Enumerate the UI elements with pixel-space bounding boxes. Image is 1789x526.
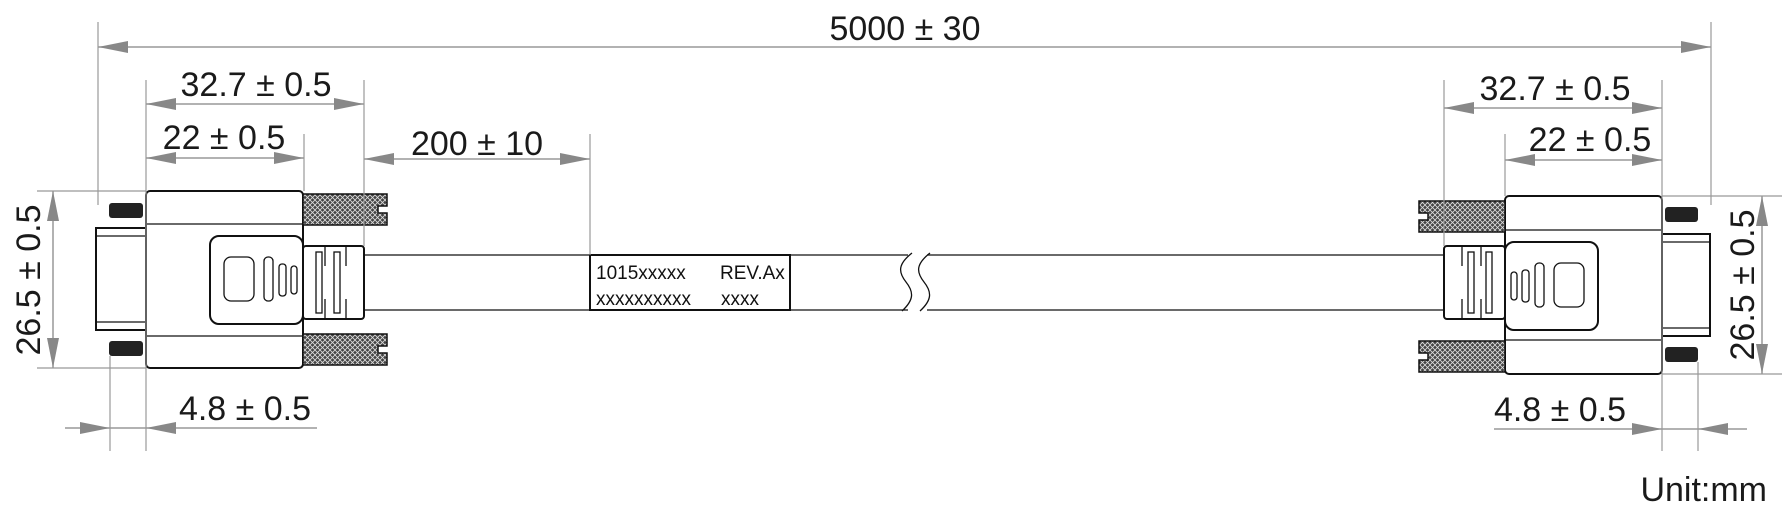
- thumbscrew-icon: [302, 193, 388, 226]
- left-screw-label: 4.8 ± 0.5: [179, 390, 311, 428]
- right-body-label: 22 ± 0.5: [1529, 121, 1652, 159]
- cable-break-icon: [900, 252, 931, 312]
- total-length-label: 5000 ± 30: [829, 10, 980, 48]
- screw-icon: [1665, 207, 1698, 222]
- left-height-label: 26.5 ± 0.5: [10, 205, 48, 356]
- thumbscrew-icon: [302, 333, 388, 366]
- right-screw-label: 4.8 ± 0.5: [1494, 391, 1626, 429]
- total-length-dimension: 5000 ± 30: [97, 10, 1712, 205]
- screw-icon: [1665, 347, 1698, 362]
- part-number: 1015xxxxx: [596, 263, 686, 284]
- left-body-label: 22 ± 0.5: [163, 119, 286, 157]
- code: xxxx: [721, 289, 760, 310]
- left-overall-label: 32.7 ± 0.5: [181, 66, 332, 104]
- label-offset-label: 200 ± 10: [411, 125, 543, 163]
- unit-label: Unit:mm: [1640, 471, 1767, 509]
- cable: [364, 252, 1444, 312]
- left-connector: [95, 190, 388, 369]
- thumbscrew-icon: [1418, 340, 1506, 373]
- cable-label: 1015xxxxx REV.Ax xxxxxxxxxx xxxx: [589, 254, 791, 311]
- right-dimensions: 32.7 ± 0.5 22 ± 0.5 26.5 ± 0.5 4.8 ± 0.5: [1443, 70, 1782, 451]
- left-dimensions: 32.7 ± 0.5 22 ± 0.5 200 ± 10 26.5 ± 0.5 …: [10, 66, 591, 451]
- screw-icon: [109, 203, 143, 218]
- right-height-label: 26.5 ± 0.5: [1724, 210, 1762, 361]
- thumbscrew-icon: [1418, 200, 1506, 233]
- serial-number: xxxxxxxxxx: [596, 289, 692, 310]
- screw-icon: [109, 341, 143, 356]
- right-connector: [1418, 195, 1711, 375]
- right-overall-label: 32.7 ± 0.5: [1480, 70, 1631, 108]
- revision: REV.Ax: [720, 263, 785, 284]
